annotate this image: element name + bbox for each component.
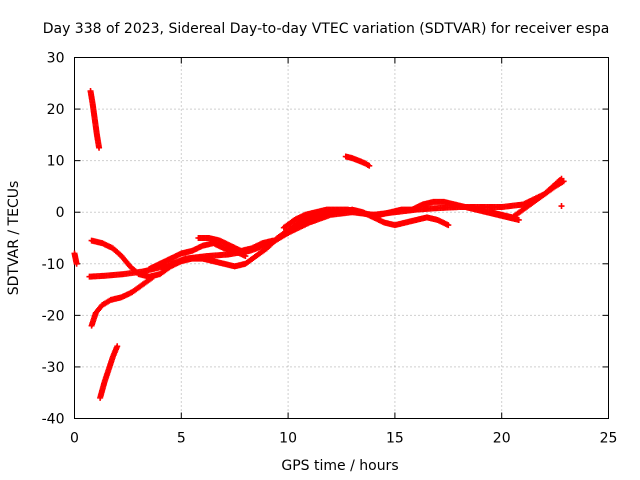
x-axis-label: GPS time / hours bbox=[281, 458, 398, 474]
chart-title: Day 338 of 2023, Sidereal Day-to-day VTE… bbox=[43, 21, 610, 37]
data-point bbox=[558, 203, 565, 210]
y-tick-label: 10 bbox=[47, 154, 65, 170]
y-axis-tick-labels: -40 -30 -20 -10 0 10 20 30 bbox=[42, 51, 65, 428]
x-axis-tick-labels: 0 5 10 15 20 25 bbox=[70, 431, 617, 447]
series-arc-h bbox=[195, 235, 277, 254]
data-point bbox=[445, 222, 452, 229]
series-arc-a bbox=[87, 88, 103, 151]
x-tick-label: 20 bbox=[493, 431, 511, 447]
series-arc-b bbox=[71, 250, 80, 267]
data-point bbox=[560, 178, 567, 185]
series-arc-k bbox=[488, 178, 567, 221]
y-tick-label: -20 bbox=[42, 308, 65, 324]
x-tick-label: 10 bbox=[279, 431, 297, 447]
data-point bbox=[515, 216, 522, 223]
x-tick-label: 25 bbox=[600, 431, 618, 447]
series-arc-c bbox=[97, 343, 121, 401]
data-point bbox=[73, 260, 80, 267]
x-tick-label: 5 bbox=[177, 431, 186, 447]
series-arc-m bbox=[558, 203, 565, 210]
x-tick-label: 0 bbox=[70, 431, 79, 447]
data-point bbox=[366, 162, 373, 169]
x-tick-label: 15 bbox=[386, 431, 404, 447]
plot-frame bbox=[74, 57, 609, 419]
axis-ticks bbox=[74, 57, 609, 419]
y-tick-label: -30 bbox=[42, 360, 65, 376]
y-tick-label: -40 bbox=[42, 412, 65, 428]
y-tick-label: 20 bbox=[47, 102, 65, 118]
data-point bbox=[114, 343, 121, 350]
y-tick-label: 0 bbox=[56, 205, 65, 221]
data-point bbox=[96, 144, 103, 151]
grid bbox=[74, 57, 609, 419]
data-point bbox=[242, 253, 249, 260]
y-tick-label: -10 bbox=[42, 257, 65, 273]
data-points bbox=[71, 88, 567, 401]
series-arc-l bbox=[342, 153, 373, 169]
series-arc-d bbox=[88, 273, 157, 329]
y-axis-label: SDTVAR / TECUs bbox=[6, 181, 22, 296]
y-tick-label: 30 bbox=[47, 51, 65, 67]
data-point bbox=[270, 237, 277, 244]
